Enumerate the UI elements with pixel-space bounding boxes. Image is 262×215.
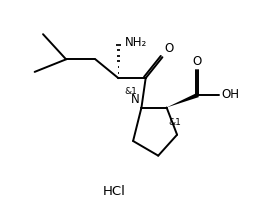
Text: &1: &1 — [125, 87, 138, 95]
Text: O: O — [192, 55, 201, 68]
Text: &1: &1 — [169, 118, 182, 127]
Text: N: N — [131, 94, 139, 106]
Polygon shape — [167, 93, 199, 108]
Text: O: O — [165, 42, 174, 55]
Text: NH₂: NH₂ — [125, 36, 147, 49]
Text: HCl: HCl — [103, 185, 126, 198]
Text: OH: OH — [221, 88, 239, 101]
